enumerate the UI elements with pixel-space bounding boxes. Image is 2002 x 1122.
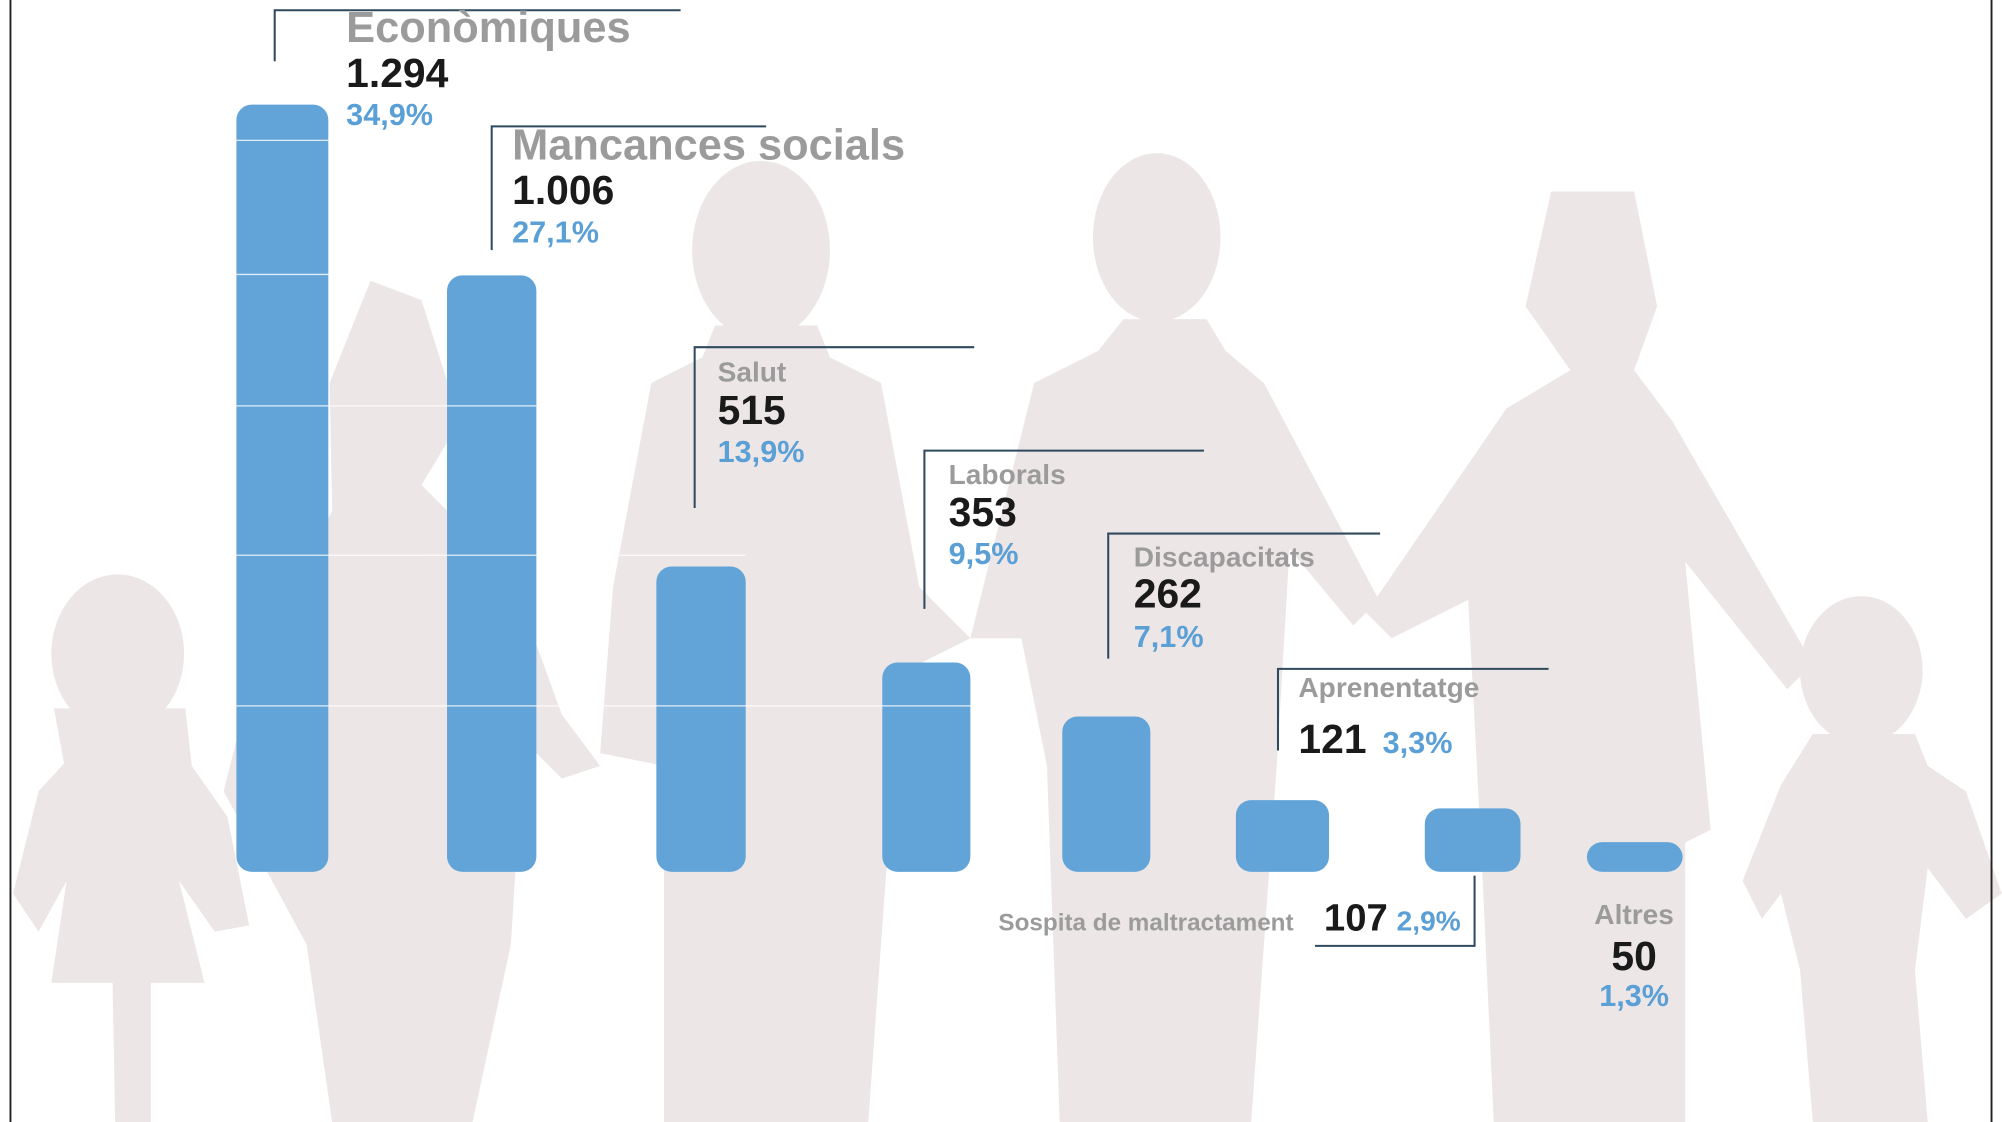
leader-line — [1276, 667, 1549, 751]
decor-lines — [236, 139, 971, 707]
value-label: 121 — [1298, 716, 1366, 762]
value-label: 50 — [1611, 933, 1656, 979]
category-label: Sospita de maltractament — [998, 910, 1293, 937]
value-label: 515 — [718, 387, 786, 433]
share-label: 27,1% — [512, 216, 599, 250]
share-label: 13,9% — [718, 435, 805, 469]
bar — [1062, 716, 1151, 872]
value-label: 107 — [1324, 897, 1388, 940]
background-silhouettes — [13, 153, 2002, 1122]
leader-line — [1107, 532, 1381, 659]
bar — [1586, 842, 1683, 872]
share-label: 1,3% — [1599, 979, 1669, 1013]
leader-line — [923, 449, 1204, 609]
category-label: Aprenentatge — [1298, 672, 1479, 703]
category-label: Econòmiques — [346, 4, 630, 52]
category-label: Mancances socials — [512, 122, 905, 170]
leader-line — [693, 346, 975, 509]
category-label: Laborals — [949, 459, 1066, 490]
bar — [1235, 800, 1330, 872]
leader-line — [490, 125, 767, 251]
leader-line — [273, 9, 681, 62]
bar — [447, 275, 537, 872]
category-label: Altres — [1594, 899, 1674, 930]
value-label: 262 — [1134, 571, 1202, 617]
share-label: 34,9% — [346, 98, 433, 132]
share-label: 2,9% — [1397, 906, 1461, 937]
leader-line — [1315, 875, 1476, 947]
share-label: 7,1% — [1134, 620, 1204, 654]
value-label: 1.006 — [512, 167, 614, 213]
value-label: 1.294 — [346, 50, 448, 96]
bar — [236, 104, 329, 872]
bars — [236, 104, 1683, 872]
bar — [656, 566, 746, 872]
bar — [1424, 808, 1521, 872]
value-label: 353 — [949, 489, 1017, 535]
share-label: 3,3% — [1383, 726, 1453, 760]
bar — [882, 662, 971, 872]
share-label: 9,5% — [949, 537, 1019, 571]
category-label: Salut — [718, 357, 787, 388]
category-label: Discapacitats — [1134, 542, 1315, 573]
